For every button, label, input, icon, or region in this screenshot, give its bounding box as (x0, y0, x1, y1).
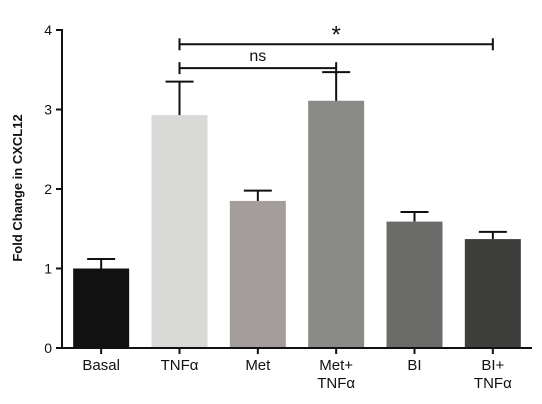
y-tick-label: 2 (44, 181, 52, 197)
error-bars-group (87, 71, 507, 269)
y-tick-label: 4 (44, 22, 52, 38)
bar (73, 268, 130, 348)
significance-label: * (331, 21, 340, 48)
x-tick-label: BI (407, 357, 421, 374)
x-tick-label: Met (245, 357, 271, 374)
y-tick-label: 1 (44, 261, 52, 277)
bar (229, 200, 286, 348)
y-tick-label: 3 (44, 102, 52, 118)
x-tick-label: Basal (82, 357, 120, 374)
bar (386, 221, 443, 348)
x-tick-label: TNFα (474, 375, 512, 392)
x-tick-label: Met+ (319, 357, 353, 374)
x-tick-label: BI+ (481, 357, 504, 374)
x-tick-label: TNFα (161, 357, 199, 374)
bar (151, 115, 208, 348)
y-tick-label: 0 (44, 340, 52, 356)
x-tick-label: TNFα (317, 375, 355, 392)
bar (308, 100, 365, 348)
y-axis-label: Fold Change in CXCL12 (10, 114, 25, 261)
bar (464, 239, 521, 348)
significance-group: * ns (178, 21, 494, 75)
significance-label: ns (249, 48, 266, 65)
bars-group (73, 100, 521, 348)
